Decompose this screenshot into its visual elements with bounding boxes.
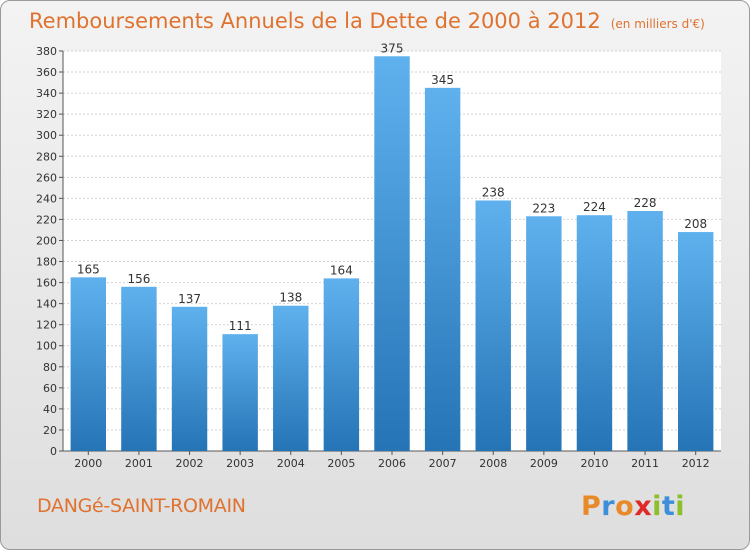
y-tick-label: 40	[43, 403, 57, 416]
y-tick-label: 180	[36, 256, 57, 269]
x-tick-label: 2011	[631, 457, 659, 470]
x-tick-label: 2001	[125, 457, 153, 470]
bar	[273, 305, 309, 451]
logo-letter: x	[634, 491, 653, 522]
data-label: 238	[482, 185, 505, 199]
bar	[121, 286, 157, 451]
y-tick-label: 380	[36, 45, 57, 58]
logo-letter: t	[661, 491, 676, 522]
x-tick-label: 2005	[327, 457, 355, 470]
data-label: 375	[381, 41, 404, 55]
y-tick-label: 260	[36, 171, 57, 184]
data-label: 223	[532, 201, 555, 215]
y-tick-label: 80	[43, 361, 57, 374]
x-tick-label: 2012	[682, 457, 710, 470]
bar	[70, 277, 107, 451]
commune-name: DANGé-SAINT-ROMAIN	[37, 495, 246, 517]
data-label: 111	[229, 319, 252, 333]
proxiti-logo: Proxiti	[581, 491, 685, 522]
x-tick-label: 2006	[378, 457, 406, 470]
data-label: 228	[634, 196, 657, 210]
data-label: 165	[77, 262, 100, 276]
chart-title: Remboursements Annuels de la Dette de 20…	[29, 9, 705, 33]
y-tick-label: 200	[36, 234, 57, 247]
bar	[475, 200, 511, 451]
y-tick-label: 140	[36, 298, 57, 311]
bar	[576, 215, 613, 451]
y-tick-label: 100	[36, 340, 57, 353]
chart-title-text: Remboursements Annuels de la Dette de 20…	[29, 9, 601, 33]
logo-letter: P	[581, 491, 602, 522]
data-label: 224	[583, 200, 606, 214]
chart-subtitle: (en milliers d'€)	[610, 17, 705, 31]
x-tick-label: 2000	[74, 457, 102, 470]
logo-letter: o	[615, 491, 635, 522]
y-tick-label: 300	[36, 129, 57, 142]
logo-letter: i	[652, 491, 662, 522]
y-tick-label: 0	[50, 445, 57, 458]
y-tick-label: 160	[36, 277, 57, 290]
bar	[677, 232, 714, 451]
y-tick-label: 120	[36, 319, 57, 332]
x-tick-label: 2003	[226, 457, 254, 470]
x-tick-label: 2008	[479, 457, 507, 470]
bar	[627, 211, 663, 451]
bar	[171, 306, 208, 451]
y-tick-label: 320	[36, 108, 57, 121]
data-label: 345	[431, 73, 454, 87]
y-tick-label: 20	[43, 424, 57, 437]
data-label: 138	[279, 291, 302, 305]
x-tick-label: 2007	[429, 457, 457, 470]
x-tick-label: 2010	[580, 457, 608, 470]
x-tick-label: 2002	[176, 457, 204, 470]
y-tick-label: 340	[36, 87, 57, 100]
y-tick-label: 280	[36, 150, 57, 163]
y-tick-label: 220	[36, 213, 57, 226]
y-tick-label: 60	[43, 382, 57, 395]
logo-letter: r	[601, 491, 616, 522]
y-tick-label: 240	[36, 192, 57, 205]
logo-letter: i	[675, 491, 686, 522]
bar	[374, 56, 410, 452]
y-tick-label: 360	[36, 66, 57, 79]
bar	[526, 216, 562, 451]
bar	[222, 334, 258, 451]
bar	[424, 87, 461, 451]
x-tick-label: 2009	[530, 457, 558, 470]
bar	[323, 278, 360, 451]
x-tick-label: 2004	[277, 457, 305, 470]
data-label: 156	[127, 272, 150, 286]
data-label: 164	[330, 263, 353, 277]
data-label: 137	[178, 292, 201, 306]
data-label: 208	[684, 217, 707, 231]
